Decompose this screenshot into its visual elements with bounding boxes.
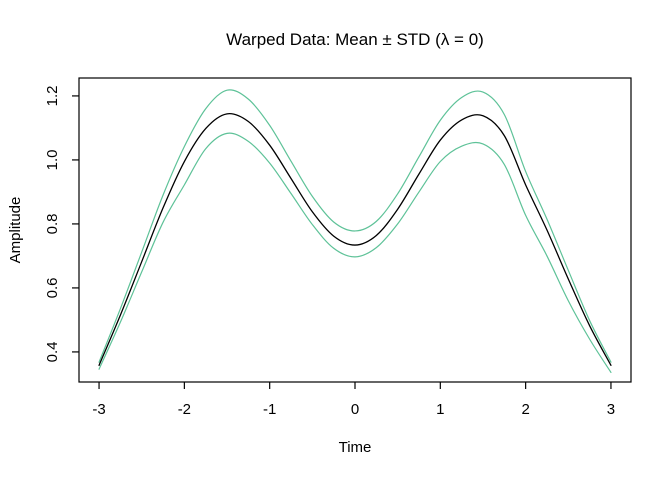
lower-std-curve (98, 132, 612, 373)
mean-curve (98, 112, 612, 367)
x-tick-label: 2 (521, 401, 529, 418)
x-tick-label: -2 (178, 401, 191, 418)
y-tick-label: 0.4 (44, 341, 61, 362)
x-tick-label: -3 (92, 401, 105, 418)
y-axis-label: Amplitude (7, 197, 24, 264)
y-tick-label: 1.0 (44, 149, 61, 170)
plot-area: -3 -2 -1 0 1 2 3 0.4 0.6 0.8 1.0 1.2 (44, 77, 632, 418)
x-tick-label: 1 (436, 401, 444, 418)
y-tick-label: 0.8 (44, 213, 61, 234)
x-axis-label: Time (339, 439, 372, 456)
x-tick-label: 0 (351, 401, 359, 418)
upper-std-curve (98, 89, 612, 363)
y-tick-label: 0.6 (44, 277, 61, 298)
x-tick-label: -1 (263, 401, 276, 418)
plot-title: Warped Data: Mean ± STD (λ = 0) (226, 30, 484, 49)
x-tick-label: 3 (607, 401, 615, 418)
plot-box (78, 77, 632, 383)
y-tick-label: 1.2 (44, 85, 61, 106)
